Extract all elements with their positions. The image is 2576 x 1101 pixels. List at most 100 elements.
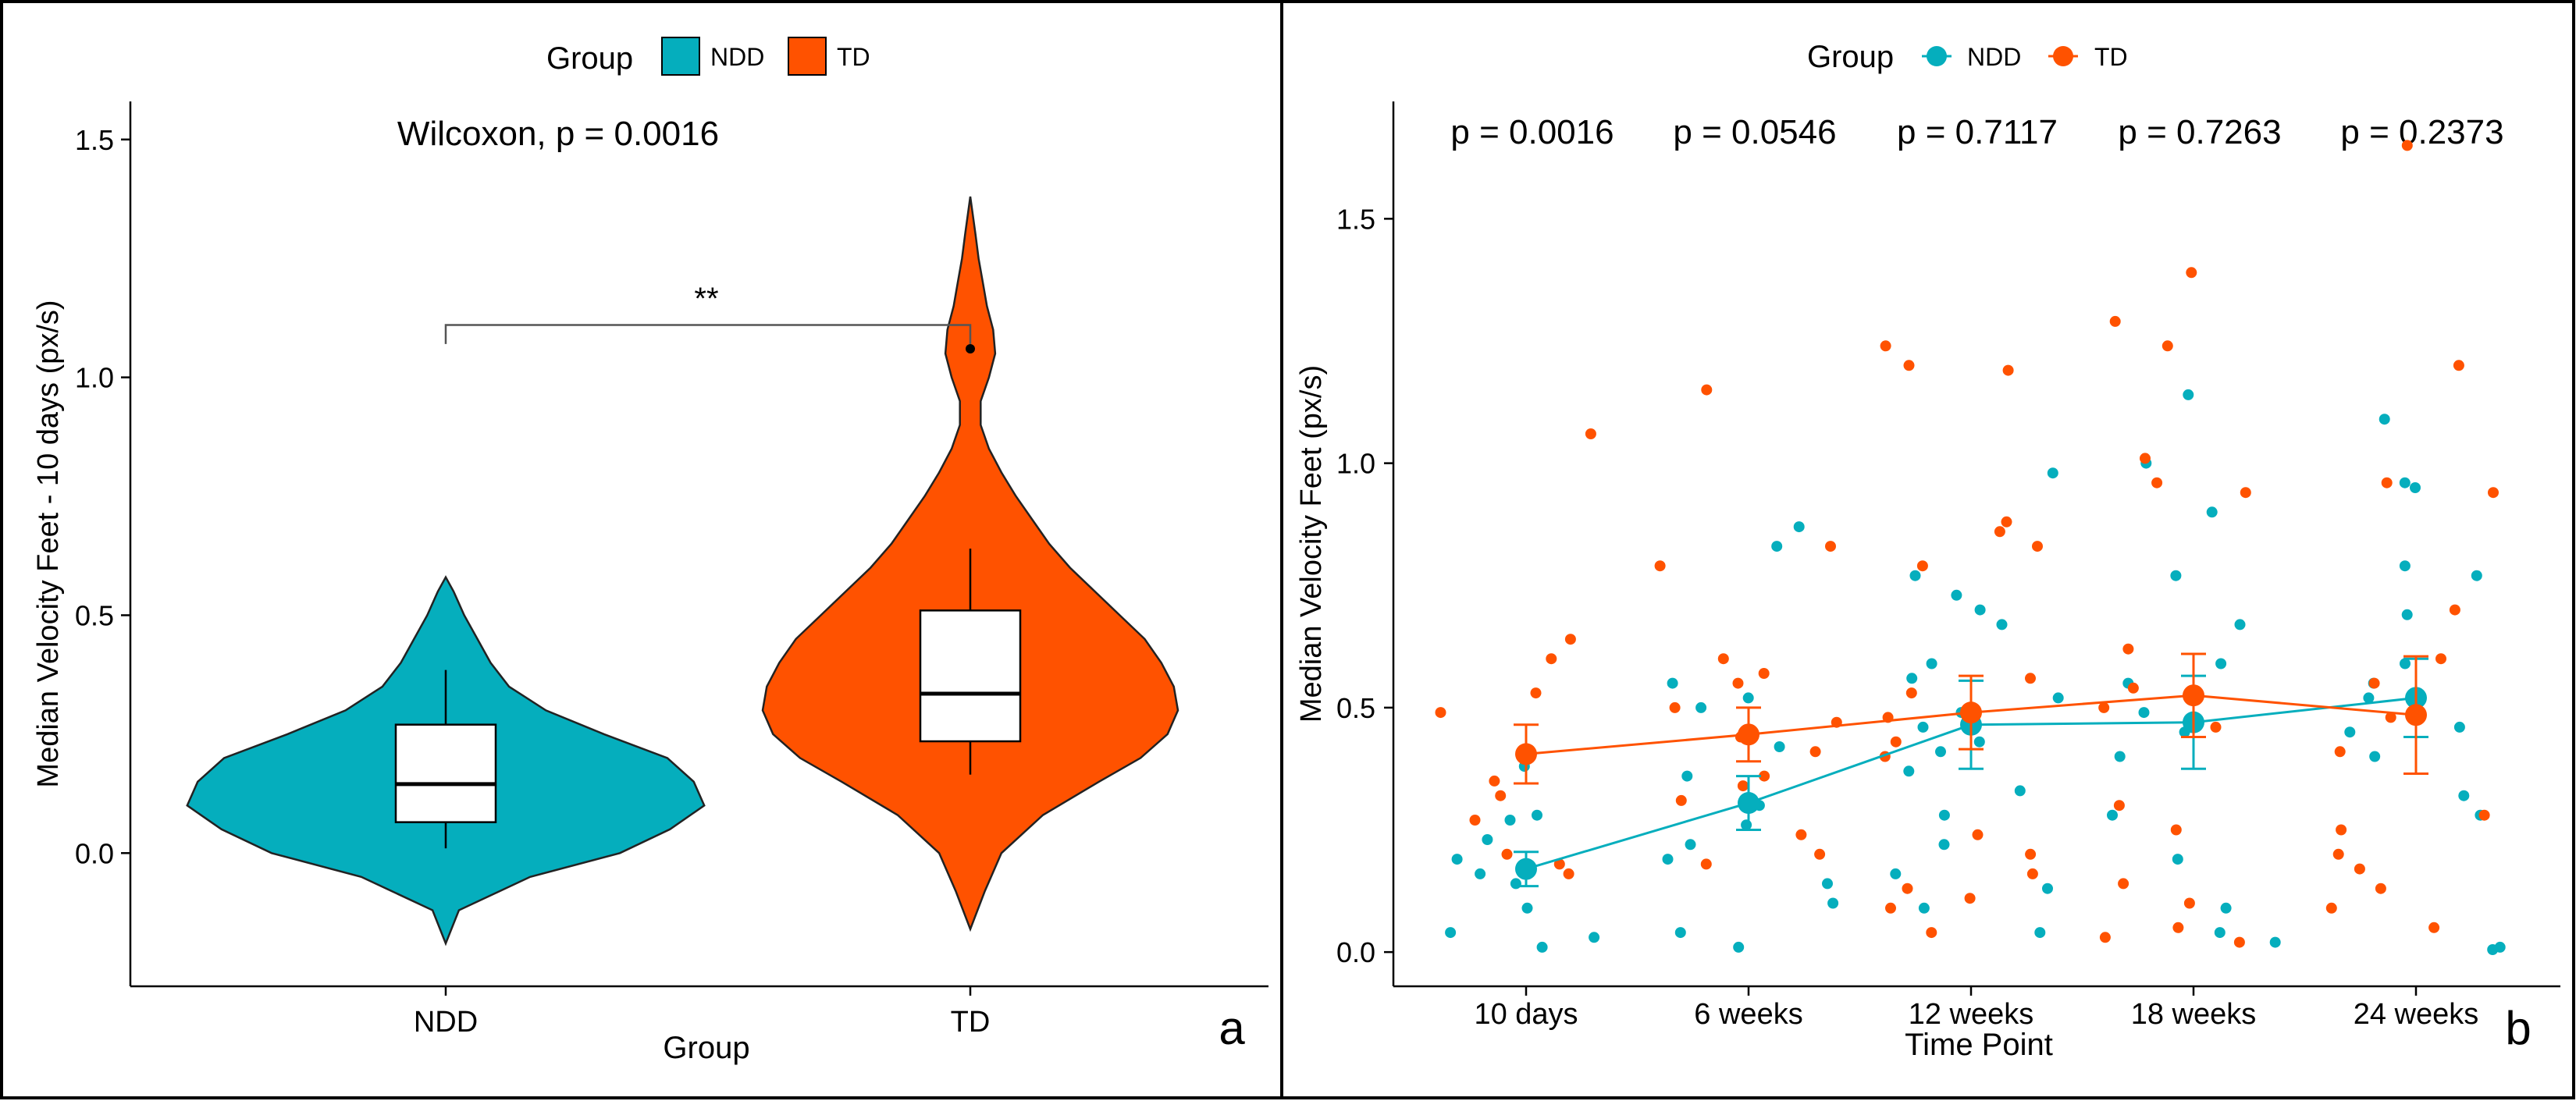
point-td — [1489, 775, 1500, 787]
point-td — [1585, 428, 1596, 439]
point-td — [2368, 677, 2380, 689]
point-ndd — [2206, 506, 2218, 518]
point-td — [2025, 848, 2037, 860]
point-td — [1737, 780, 1749, 792]
point-td — [1654, 560, 1666, 572]
point-td — [1814, 848, 1826, 860]
point-ndd — [1662, 854, 1674, 865]
point-td — [1926, 927, 1937, 939]
panel-b-x-ticks: 10 days 6 weeks 12 weeks 18 weeks 24 weeks — [1474, 986, 2478, 1031]
point-td — [2401, 140, 2413, 151]
point-td — [2435, 653, 2446, 665]
panel-a: Group NDD TD Wilcoxon, p = 0.0016 0.0 0.5… — [32, 37, 1268, 1065]
point-td — [1759, 770, 1770, 782]
point-ndd — [1733, 941, 1745, 953]
y-tick-label: 0.5 — [75, 599, 114, 631]
point-ndd — [2399, 560, 2411, 572]
mean-point-td — [1960, 701, 1982, 724]
point-ndd — [1674, 927, 1686, 939]
panel-b-frame — [1280, 0, 2575, 1099]
mean-point-td — [1515, 743, 1537, 765]
point-ndd — [1510, 878, 1521, 890]
point-ndd — [2114, 751, 2126, 762]
point-td — [2161, 340, 2173, 352]
mean-point-td — [2405, 704, 2427, 726]
point-td — [2026, 868, 2038, 879]
point-td — [2113, 800, 2125, 812]
point-ndd — [2172, 854, 2183, 865]
point-td — [2488, 487, 2499, 499]
point-ndd — [2234, 619, 2246, 630]
x-tick-label: 12 weeks — [1909, 998, 2034, 1031]
point-td — [1701, 384, 1713, 396]
point-ndd — [2183, 389, 2194, 400]
point-td — [1994, 526, 2005, 538]
panel-b-xlabel: Time Point — [1905, 1028, 2053, 1062]
point-ndd — [2014, 785, 2026, 797]
wilcoxon-annotation: Wilcoxon, p = 0.0016 — [397, 115, 719, 153]
point-td — [2109, 315, 2121, 327]
legend-b-label-ndd: NDD — [1967, 43, 2021, 71]
legend-a: Group NDD TD — [546, 37, 870, 76]
point-ndd — [1685, 839, 1696, 851]
point-td — [2334, 746, 2346, 758]
point-td — [2478, 809, 2490, 821]
point-ndd — [1917, 721, 1929, 733]
y-tick-label: 0.5 — [1336, 692, 1375, 724]
panel-a-y-ticks: 0.0 0.5 1.0 1.5 — [75, 124, 130, 869]
point-ndd — [1918, 902, 1930, 914]
point-td — [2449, 604, 2460, 616]
pvalue-annotations: p = 0.0016 p = 0.0546 p = 0.7117 p = 0.7263… — [1450, 113, 2503, 151]
point-ndd — [1903, 765, 1915, 777]
point-ndd — [2138, 707, 2150, 719]
box-ndd — [394, 723, 497, 823]
point-ndd — [1482, 834, 1493, 845]
point-ndd — [2215, 658, 2227, 669]
point-td — [1501, 848, 1513, 860]
point-ndd — [2220, 902, 2232, 914]
point-ndd — [1996, 619, 2008, 630]
point-td — [1564, 634, 1576, 645]
point-td — [2233, 936, 2245, 948]
point-ndd — [1938, 839, 1950, 851]
point-ndd — [1536, 941, 1548, 953]
point-ndd — [2107, 809, 2118, 821]
panel-a-ylabel: Median Velocity Feet - 10 days (px/s) — [32, 300, 65, 787]
point-ndd — [1774, 741, 1785, 752]
panel-a-x-ticks: NDD TD — [414, 986, 990, 1039]
point-ndd — [1532, 809, 1542, 821]
y-tick-label: 1.0 — [75, 362, 114, 394]
point-td — [1964, 893, 1976, 904]
x-tick-label: TD — [951, 1006, 991, 1039]
point-td — [2336, 824, 2347, 836]
mean-point-td — [2183, 684, 2204, 707]
point-td — [1972, 829, 1984, 840]
point-td — [2332, 848, 2344, 860]
x-tick-label: 18 weeks — [2131, 998, 2257, 1031]
point-ndd — [2399, 477, 2411, 488]
point-td — [1546, 653, 1557, 665]
boxplots — [394, 344, 1022, 849]
point-td — [2099, 932, 2111, 943]
point-td — [2127, 682, 2139, 694]
point-ndd — [1504, 815, 1516, 826]
point-ndd — [1771, 541, 1783, 552]
point-td — [2140, 453, 2151, 464]
panel-a-label: a — [1219, 1002, 1245, 1054]
point-td — [1469, 815, 1481, 826]
point-ndd — [2379, 414, 2390, 425]
legend-b-marker-td — [2053, 46, 2073, 66]
point-ndd — [1938, 809, 1950, 821]
point-td — [1553, 858, 1565, 870]
point-td — [2428, 922, 2440, 933]
point-ndd — [1667, 677, 1678, 689]
mean-point-td — [1738, 723, 1759, 746]
pvalue-label: p = 0.7263 — [2118, 113, 2281, 151]
point-td — [2381, 477, 2393, 488]
point-ndd — [2214, 927, 2226, 939]
point-ndd — [2034, 927, 2046, 939]
point-td — [2385, 712, 2396, 723]
point-ndd — [1974, 604, 1986, 616]
point-ndd — [2458, 790, 2470, 801]
